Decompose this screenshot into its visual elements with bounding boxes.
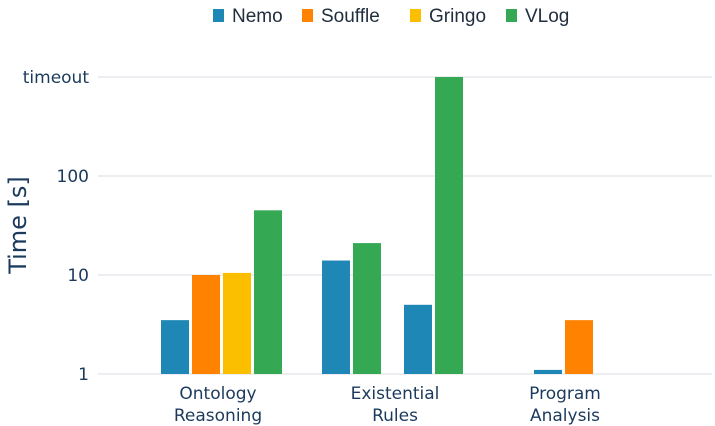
- bar-souffle: [192, 275, 220, 374]
- bars: [161, 77, 593, 374]
- bar-gringo: [223, 272, 251, 374]
- x-category-label: Program: [529, 384, 601, 404]
- y-tick-label: 10: [67, 266, 89, 286]
- x-category-label: Rules: [372, 406, 418, 426]
- y-tick-label: 1: [78, 365, 89, 385]
- y-axis-ticks: 1 10 100 timeout: [23, 68, 90, 385]
- x-category-label: Ontology: [179, 384, 256, 404]
- bar-nemo: [534, 369, 562, 374]
- legend-swatch-souffle: [302, 9, 313, 22]
- bar-souffle: [565, 320, 593, 374]
- legend-label-vlog: VLog: [525, 6, 569, 27]
- legend-label-gringo: Gringo: [429, 6, 486, 27]
- bar-vlog: [435, 77, 463, 374]
- y-tick-label: 100: [57, 167, 89, 187]
- y-axis-label: Time [s]: [4, 176, 32, 275]
- x-category-label: Reasoning: [174, 406, 262, 426]
- legend-label-nemo: Nemo: [232, 6, 283, 27]
- bar-nemo: [322, 260, 350, 374]
- legend-label-souffle: Souffle: [321, 6, 380, 27]
- bar-vlog: [254, 210, 282, 374]
- legend: Nemo Souffle Gringo VLog: [213, 6, 569, 27]
- x-category-label: Analysis: [530, 406, 600, 426]
- bar-nemo: [404, 304, 432, 374]
- legend-swatch-nemo: [213, 9, 224, 22]
- bar-nemo: [161, 320, 189, 374]
- bar-vlog: [353, 243, 381, 374]
- x-category-label: Existential: [351, 384, 440, 404]
- y-tick-label: timeout: [23, 68, 90, 88]
- legend-swatch-gringo: [410, 9, 421, 22]
- legend-swatch-vlog: [506, 9, 517, 22]
